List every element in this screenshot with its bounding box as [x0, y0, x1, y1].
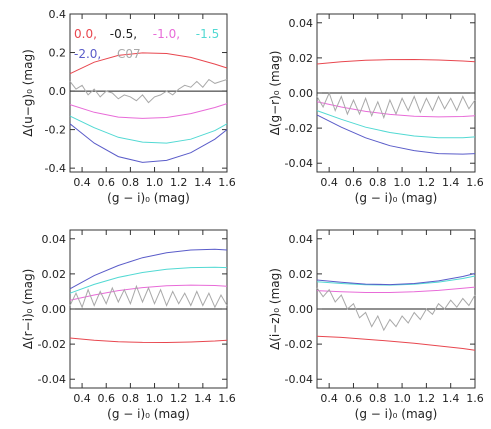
series-line-1: [69, 52, 228, 75]
series-line-5: [316, 91, 476, 120]
x-tick-label: 1.2: [418, 176, 436, 189]
y-tick-label: -0.02: [285, 338, 313, 351]
y-tick-label: 0.02: [289, 52, 314, 65]
series-line-5: [69, 284, 228, 309]
x-tick-label: 1.6: [466, 392, 484, 405]
series-line-2: [69, 284, 228, 301]
x-tick-label: 1.2: [418, 392, 436, 405]
y-tick-label: 0.02: [289, 268, 314, 281]
y-tick-label: 0.04: [42, 233, 67, 246]
x-tick-label: 0.8: [369, 392, 387, 405]
y-axis-label: Δ(g−r)₀ (mag): [268, 51, 282, 136]
series-line-1: [69, 337, 228, 344]
y-tick-label: 0.00: [42, 303, 67, 316]
y-tick-label: 0.04: [289, 17, 314, 30]
y-tick-label: 0.00: [289, 303, 314, 316]
series-line-3: [316, 110, 476, 139]
y-tick-label: 0.4: [49, 8, 67, 21]
x-tick-label: 0.4: [73, 392, 91, 405]
y-tick-label: -0.04: [38, 373, 66, 386]
series-line-4: [316, 273, 476, 286]
series-line-2: [316, 286, 476, 293]
y-tick-label: -0.04: [285, 157, 313, 170]
panel-1: 0.4 0.6 0.8 1.0 1.2 1.4 1.6 0.4 0.2 0.0 -0.2 -0.4 (g…: [21, 8, 236, 205]
y-tick-label: 0.0: [49, 85, 67, 98]
x-tick-label: 1.4: [442, 392, 460, 405]
series-line-4: [316, 114, 476, 155]
x-tick-label: 1.0: [393, 392, 411, 405]
x-tick-label: 0.4: [73, 176, 91, 189]
legend-entry: -0.5,: [110, 27, 137, 41]
series-line-3: [316, 275, 476, 286]
x-tick-label: 1.6: [466, 176, 484, 189]
y-tick-label: -0.2: [45, 124, 66, 137]
x-tick-label: 1.2: [170, 392, 188, 405]
legend-entry: -2.0,: [74, 47, 101, 61]
series-line-1: [316, 335, 476, 351]
series-line-5: [316, 287, 476, 332]
series-line-4: [69, 123, 228, 163]
series-line-3: [69, 266, 228, 294]
x-tick-label: 0.6: [345, 176, 363, 189]
y-axis-label: Δ(u−g)₀ (mag): [21, 49, 35, 137]
x-axis-label: (g − i)₀ (mag): [107, 191, 190, 205]
y-axis-label: Δ(i−z)₀ (mag): [268, 268, 282, 350]
x-axis-label: (g − i)₀ (mag): [355, 191, 438, 205]
x-tick-label: 1.2: [170, 176, 188, 189]
x-tick-label: 1.4: [194, 176, 212, 189]
x-tick-label: 0.4: [320, 392, 338, 405]
panel-4: 0.4 0.6 0.8 1.0 1.2 1.4 1.6 0.04 0.02 0.00 -0.02 -0…: [268, 229, 484, 421]
x-tick-label: 0.6: [345, 392, 363, 405]
y-axis-label: Δ(r−i)₀ (mag): [21, 269, 35, 350]
legend-entry: -1.0,: [153, 27, 180, 41]
x-tick-label: 0.4: [320, 176, 338, 189]
legend-entry: C07: [117, 47, 141, 61]
series-line-3: [69, 115, 228, 144]
y-tick-label: -0.04: [285, 373, 313, 386]
x-tick-label: 0.8: [122, 392, 140, 405]
series-line-5: [69, 78, 228, 104]
series-line-2: [69, 103, 228, 119]
x-tick-label: 1.0: [146, 176, 164, 189]
panel-2: 0.4 0.6 0.8 1.0 1.2 1.4 1.6 0.04 0.02 0.00 -0.02 -0…: [268, 13, 484, 205]
x-tick-label: 1.6: [218, 392, 236, 405]
x-tick-label: 0.6: [97, 176, 115, 189]
legend-entry: 0.0,: [74, 27, 97, 41]
legend-entry: -1.5: [196, 27, 219, 41]
y-tick-label: -0.02: [38, 338, 66, 351]
x-axis-label: (g − i)₀ (mag): [355, 407, 438, 421]
plot-frame: [69, 13, 228, 173]
y-tick-label: -0.02: [285, 122, 313, 135]
x-tick-label: 1.4: [442, 176, 460, 189]
x-tick-label: 0.6: [97, 392, 115, 405]
x-tick-label: 1.0: [146, 392, 164, 405]
series-line-1: [316, 58, 476, 65]
y-tick-label: -0.4: [45, 162, 66, 175]
x-tick-label: 0.8: [369, 176, 387, 189]
x-tick-label: 1.0: [393, 176, 411, 189]
y-tick-label: 0.2: [49, 47, 67, 60]
x-axis-label: (g − i)₀ (mag): [107, 407, 190, 421]
y-tick-label: 0.02: [42, 268, 67, 281]
panel-3: 0.4 0.6 0.8 1.0 1.2 1.4 1.6 0.04 0.02 0.00 -0.02 -0…: [21, 229, 236, 421]
y-tick-label: 0.00: [289, 87, 314, 100]
x-tick-label: 1.6: [218, 176, 236, 189]
y-tick-label: 0.04: [289, 233, 314, 246]
x-tick-label: 1.4: [194, 392, 212, 405]
x-tick-label: 0.8: [122, 176, 140, 189]
series-line-4: [69, 248, 228, 290]
